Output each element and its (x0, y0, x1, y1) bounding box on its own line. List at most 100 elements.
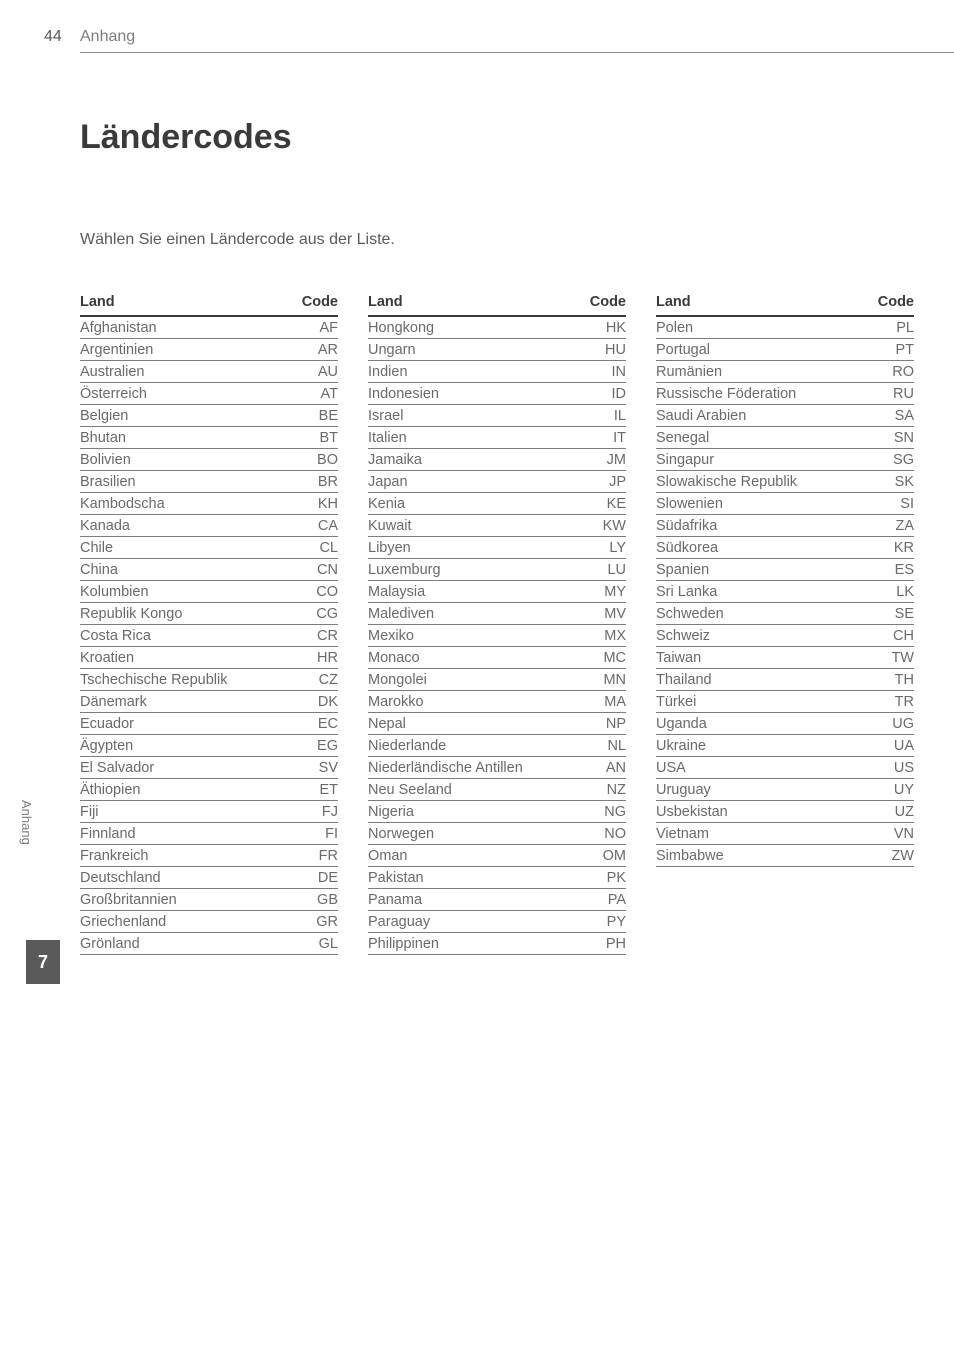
cell-code: NO (577, 823, 626, 845)
table-row: ÄthiopienET (80, 779, 338, 801)
table-row: UkraineUA (656, 735, 914, 757)
cell-land: Uganda (656, 713, 861, 735)
table-row: Niederländische AntillenAN (368, 757, 626, 779)
cell-land: Panama (368, 889, 577, 911)
cell-land: Türkei (656, 691, 861, 713)
cell-code: PT (861, 339, 914, 361)
cell-code: BE (287, 405, 338, 427)
cell-land: Marokko (368, 691, 577, 713)
tbody-3: PolenPLPortugalPTRumänienRORussische Föd… (656, 316, 914, 867)
cell-land: Costa Rica (80, 625, 287, 647)
cell-code: GR (287, 911, 338, 933)
cell-code: FR (287, 845, 338, 867)
cell-land: Slowenien (656, 493, 861, 515)
th-code: Code (577, 291, 626, 316)
cell-code: PL (861, 316, 914, 339)
country-table: Land Code AfghanistanAFArgentinienARAust… (80, 291, 338, 955)
table-row: USAUS (656, 757, 914, 779)
cell-code: BT (287, 427, 338, 449)
table-row: DänemarkDK (80, 691, 338, 713)
cell-code: LY (577, 537, 626, 559)
intro-text: Wählen Sie einen Ländercode aus der List… (80, 231, 914, 249)
cell-land: Australien (80, 361, 287, 383)
table-row: NepalNP (368, 713, 626, 735)
cell-land: Norwegen (368, 823, 577, 845)
table-row: Russische FöderationRU (656, 383, 914, 405)
cell-land: Italien (368, 427, 577, 449)
table-row: KuwaitKW (368, 515, 626, 537)
tbody-1: AfghanistanAFArgentinienARAustralienAUÖs… (80, 316, 338, 955)
cell-land: Bhutan (80, 427, 287, 449)
table-row: NiederlandeNL (368, 735, 626, 757)
page-title: Ländercodes (80, 118, 914, 157)
th-code: Code (861, 291, 914, 316)
cell-code: AN (577, 757, 626, 779)
cell-code: MN (577, 669, 626, 691)
table-row: UngarnHU (368, 339, 626, 361)
table-row: GroßbritannienGB (80, 889, 338, 911)
cell-code: EG (287, 735, 338, 757)
cell-code: PA (577, 889, 626, 911)
cell-code: US (861, 757, 914, 779)
cell-land: Usbekistan (656, 801, 861, 823)
table-row: SüdafrikaZA (656, 515, 914, 537)
content: Ländercodes Wählen Sie einen Ländercode … (80, 118, 914, 955)
cell-land: Argentinien (80, 339, 287, 361)
table-row: KroatienHR (80, 647, 338, 669)
cell-land: Hongkong (368, 316, 577, 339)
cell-code: SA (861, 405, 914, 427)
table-row: SimbabweZW (656, 845, 914, 867)
cell-land: El Salvador (80, 757, 287, 779)
cell-code: UA (861, 735, 914, 757)
cell-code: DK (287, 691, 338, 713)
cell-land: Dänemark (80, 691, 287, 713)
cell-code: FI (287, 823, 338, 845)
cell-code: LK (861, 581, 914, 603)
cell-land: Luxemburg (368, 559, 577, 581)
cell-land: Vietnam (656, 823, 861, 845)
cell-land: Rumänien (656, 361, 861, 383)
table-row: UruguayUY (656, 779, 914, 801)
cell-code: KW (577, 515, 626, 537)
table-row: ChileCL (80, 537, 338, 559)
table-row: HongkongHK (368, 316, 626, 339)
cell-land: Neu Seeland (368, 779, 577, 801)
table-row: UgandaUG (656, 713, 914, 735)
table-row: SlowenienSI (656, 493, 914, 515)
cell-land: Großbritannien (80, 889, 287, 911)
table-row: Neu SeelandNZ (368, 779, 626, 801)
table-row: KolumbienCO (80, 581, 338, 603)
cell-code: NZ (577, 779, 626, 801)
table-row: Saudi ArabienSA (656, 405, 914, 427)
table-row: Tschechische RepublikCZ (80, 669, 338, 691)
cell-code: PK (577, 867, 626, 889)
cell-code: VN (861, 823, 914, 845)
cell-code: IT (577, 427, 626, 449)
tables-container: Land Code AfghanistanAFArgentinienARAust… (80, 291, 914, 955)
cell-code: SI (861, 493, 914, 515)
table-row: FijiFJ (80, 801, 338, 823)
table-row: IsraelIL (368, 405, 626, 427)
table-row: MarokkoMA (368, 691, 626, 713)
table-row: ÖsterreichAT (80, 383, 338, 405)
cell-land: Kenia (368, 493, 577, 515)
cell-land: Polen (656, 316, 861, 339)
cell-land: Uruguay (656, 779, 861, 801)
cell-land: Taiwan (656, 647, 861, 669)
table-row: NorwegenNO (368, 823, 626, 845)
table-row: GrönlandGL (80, 933, 338, 955)
table-row: PolenPL (656, 316, 914, 339)
cell-code: NG (577, 801, 626, 823)
cell-land: Israel (368, 405, 577, 427)
cell-land: Monaco (368, 647, 577, 669)
cell-code: IN (577, 361, 626, 383)
table-row: MongoleiMN (368, 669, 626, 691)
table-row: AfghanistanAF (80, 316, 338, 339)
cell-code: HR (287, 647, 338, 669)
table-row: KeniaKE (368, 493, 626, 515)
chapter-tab: 7 (26, 940, 60, 984)
table-row: AustralienAU (80, 361, 338, 383)
table-row: BelgienBE (80, 405, 338, 427)
table-row: BrasilienBR (80, 471, 338, 493)
cell-code: KH (287, 493, 338, 515)
